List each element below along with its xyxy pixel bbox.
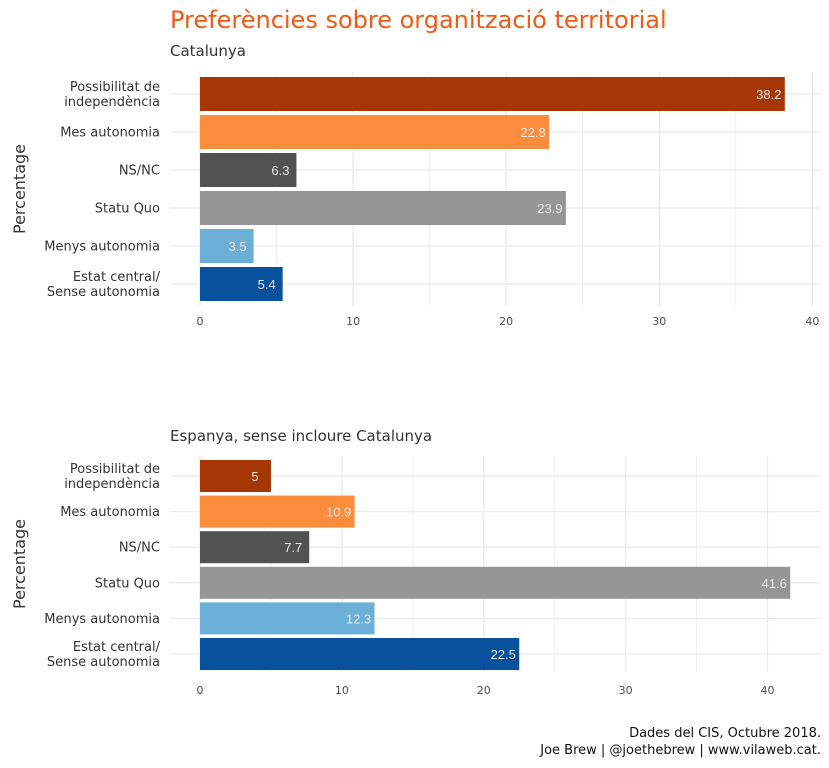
category-label: NS/NC xyxy=(119,541,160,556)
category-label: Estat central/ xyxy=(73,270,161,285)
bar-value-label: 22.5 xyxy=(491,647,516,662)
category-label: independència xyxy=(64,95,160,110)
x-tick-label: 40 xyxy=(805,315,819,328)
bar-value-label: 23.9 xyxy=(537,201,562,216)
x-tick-label: 10 xyxy=(346,315,360,328)
bar-value-label: 6.3 xyxy=(271,163,289,178)
bar-value-label: 5 xyxy=(251,469,258,484)
bar-value-label: 7.7 xyxy=(284,540,302,555)
bar xyxy=(200,77,785,111)
bar xyxy=(200,460,271,492)
y-axis-title: Percentage xyxy=(10,519,29,609)
bar xyxy=(200,566,791,599)
bar xyxy=(200,602,375,635)
bar-chart-catalunya: 0 10 20 30 40 38.2 Possibilitat deindependènci… xyxy=(10,72,820,328)
bar xyxy=(200,115,550,149)
category-label: independència xyxy=(64,477,160,492)
x-tick-label: 10 xyxy=(335,684,349,697)
bar-value-label: 10.9 xyxy=(326,505,351,520)
x-tick-label: 0 xyxy=(197,684,204,697)
category-label: Possibilitat de xyxy=(70,80,160,95)
bar-value-label: 41.6 xyxy=(762,576,787,591)
category-label: Menys autonomia xyxy=(44,612,160,627)
bar xyxy=(200,531,310,564)
caption-source: Dades del CIS, Octubre 2018. xyxy=(629,726,821,741)
bar xyxy=(200,153,297,187)
chart-title: Preferències sobre organització territor… xyxy=(170,6,667,34)
bar xyxy=(200,191,566,225)
bar xyxy=(200,267,283,301)
bar-value-label: 3.5 xyxy=(229,239,247,254)
category-label: Sense autonomia xyxy=(47,285,160,300)
category-label: Statu Quo xyxy=(95,202,160,217)
caption-author: Joe Brew | @joethebrew | www.vilaweb.cat… xyxy=(540,743,821,758)
bar-value-label: 5.4 xyxy=(258,277,276,292)
y-axis-title: Percentage xyxy=(10,144,29,234)
bar xyxy=(200,229,254,263)
category-label: Mes autonomia xyxy=(60,126,160,141)
category-label: Statu Quo xyxy=(95,576,160,591)
bar-value-label: 38.2 xyxy=(756,87,781,102)
category-label: Menys autonomia xyxy=(44,240,160,255)
category-label: NS/NC xyxy=(119,164,160,179)
bar-value-label: 12.3 xyxy=(346,611,371,626)
category-label: Possibilitat de xyxy=(70,462,160,477)
x-tick-label: 30 xyxy=(652,315,666,328)
bar xyxy=(200,638,520,670)
category-label: Sense autonomia xyxy=(47,655,160,670)
bar-value-label: 22.8 xyxy=(520,125,545,140)
chart-panel-catalunya: Catalunya 0 10 20 30 40 38.2 Possibilitat de in… xyxy=(0,0,829,340)
chart-panel-espanya: Espanya, sense incloure Catalunya 0 10 20 3… xyxy=(0,420,829,697)
bar xyxy=(200,495,355,528)
x-tick-label: 20 xyxy=(477,684,491,697)
panel-subtitle: Espanya, sense incloure Catalunya xyxy=(170,427,433,445)
x-tick-label: 40 xyxy=(761,684,775,697)
category-label: Mes autonomia xyxy=(60,505,160,520)
panel-subtitle: Catalunya xyxy=(170,42,246,60)
x-tick-label: 20 xyxy=(499,315,513,328)
x-tick-label: 0 xyxy=(197,315,204,328)
category-label: Estat central/ xyxy=(73,640,161,655)
x-tick-label: 30 xyxy=(619,684,633,697)
